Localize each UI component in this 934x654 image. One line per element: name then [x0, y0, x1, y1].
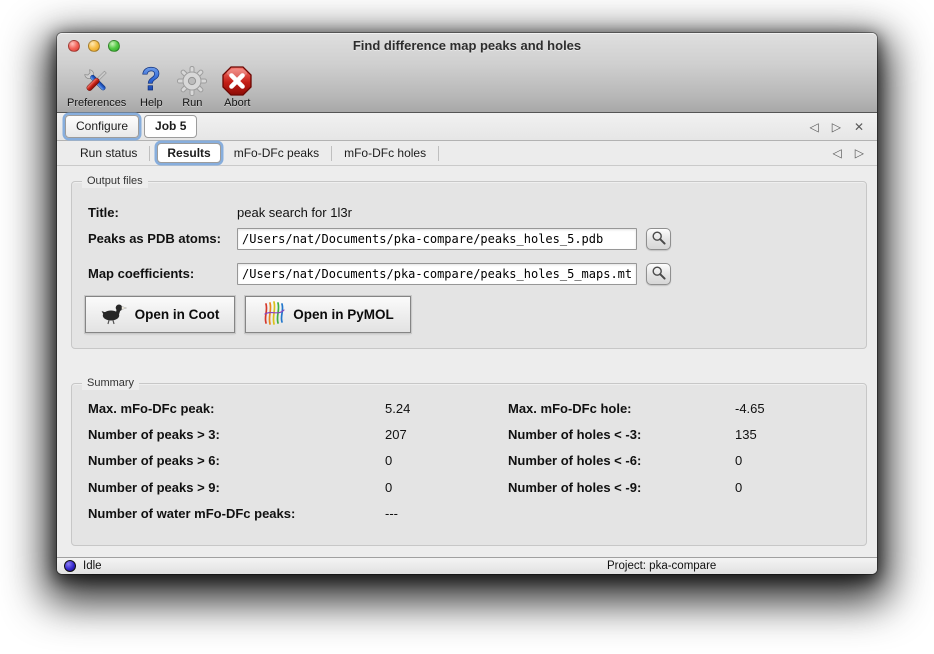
next-subtab-icon[interactable]: ▷ — [854, 146, 864, 160]
pymol-ribbon-icon — [262, 300, 286, 329]
project-text: Project: pka-compare — [607, 560, 717, 572]
status-text: Idle — [83, 560, 102, 572]
window-title: Find difference map peaks and holes — [352, 38, 582, 53]
peaks-gt6-label: Number of peaks > 6: — [88, 453, 220, 468]
sub-tab-bar: Run status Results mFo-DFc peaks mFo-DFc… — [57, 141, 877, 166]
toolbar: Preferences ? Help — [57, 58, 877, 112]
output-files-group-label: Output files — [82, 174, 148, 188]
peaks-pdb-label: Peaks as PDB atoms: — [88, 231, 221, 246]
peaks-gt6-value: 0 — [385, 453, 393, 468]
status-bar: Idle Project: pka-compare — [57, 557, 877, 574]
summary-row: Max. mFo-DFc peak: 5.24 Max. mFo-DFc hol… — [72, 401, 866, 418]
subtab-divider — [438, 145, 440, 161]
map-coefficients-row: Map coefficients: — [72, 263, 866, 285]
traffic-lights — [68, 40, 120, 52]
close-tab-icon[interactable]: ✕ — [853, 119, 864, 134]
app-window: Find difference map peaks and holes — [57, 33, 877, 574]
window-chrome: Find difference map peaks and holes — [57, 33, 877, 113]
max-hole-label: Max. mFo-DFc hole: — [508, 401, 632, 416]
open-in-coot-label: Open in Coot — [134, 307, 220, 322]
sub-tab-nav: ◁ ▷ — [833, 146, 877, 160]
open-in-pymol-button[interactable]: Open in PyMOL — [245, 296, 411, 333]
holes-lt6-value: 0 — [735, 453, 743, 468]
tools-icon — [80, 63, 113, 97]
peaks-gt9-value: 0 — [385, 480, 393, 495]
prev-tab-icon[interactable]: ◁ — [809, 119, 819, 134]
close-window-button[interactable] — [68, 40, 80, 52]
summary-row: Number of water mFo-DFc peaks: --- — [72, 506, 866, 523]
summary-row: Number of peaks > 9: 0 Number of holes <… — [72, 480, 866, 497]
help-label: Help — [140, 97, 163, 109]
browse-map-coefficients-button[interactable] — [646, 263, 671, 285]
water-peaks-label: Number of water mFo-DFc peaks: — [88, 506, 296, 521]
peaks-gt9-label: Number of peaks > 9: — [88, 480, 220, 495]
magnifier-icon — [651, 265, 667, 284]
title-value: peak search for 1l3r — [237, 205, 352, 220]
holes-lt6-label: Number of holes < -6: — [508, 453, 642, 468]
summary-row: Number of peaks > 3: 207 Number of holes… — [72, 427, 866, 444]
summary-row: Number of peaks > 6: 0 Number of holes <… — [72, 453, 866, 470]
main-tab-bar: Configure Job 5 ◁ ▷ ✕ — [57, 113, 877, 141]
svg-text:?: ? — [142, 63, 162, 97]
holes-lt3-value: 135 — [735, 427, 757, 442]
holes-lt3-label: Number of holes < -3: — [508, 427, 642, 442]
next-tab-icon[interactable]: ▷ — [831, 119, 841, 134]
tab-job-5[interactable]: Job 5 — [144, 115, 198, 138]
status-indicator-icon — [64, 560, 76, 572]
help-button[interactable]: ? Help — [139, 63, 163, 110]
subtab-mfo-dfc-peaks[interactable]: mFo-DFc peaks — [233, 146, 320, 160]
title-bar[interactable]: Find difference map peaks and holes — [57, 33, 877, 58]
output-files-group: Output files Title: peak search for 1l3r… — [71, 174, 867, 349]
magnifier-icon — [651, 230, 667, 249]
minimize-window-button[interactable] — [88, 40, 100, 52]
prev-subtab-icon[interactable]: ◁ — [832, 146, 842, 160]
peaks-gt3-label: Number of peaks > 3: — [88, 427, 220, 442]
help-icon: ? — [139, 63, 163, 97]
preferences-button[interactable]: Preferences — [67, 63, 126, 110]
max-peak-label: Max. mFo-DFc peak: — [88, 401, 215, 416]
abort-label: Abort — [224, 97, 251, 109]
subtab-run-status[interactable]: Run status — [80, 146, 138, 160]
holes-lt9-value: 0 — [735, 480, 743, 495]
run-button[interactable]: Run — [176, 63, 208, 110]
preferences-label: Preferences — [67, 97, 127, 109]
coot-bird-icon — [101, 302, 128, 328]
subtab-mfo-dfc-holes[interactable]: mFo-DFc holes — [344, 146, 427, 160]
peaks-pdb-row: Peaks as PDB atoms: — [72, 228, 866, 250]
map-coefficients-path-input[interactable] — [237, 263, 637, 285]
main-tab-nav: ◁ ▷ ✕ — [809, 120, 877, 134]
gear-icon — [176, 63, 208, 97]
browse-peaks-pdb-button[interactable] — [646, 228, 671, 250]
map-coefficients-label: Map coefficients: — [88, 266, 195, 281]
max-peak-value: 5.24 — [385, 401, 411, 416]
zoom-window-button[interactable] — [108, 40, 120, 52]
peaks-pdb-path-input[interactable] — [237, 228, 637, 250]
max-hole-value: -4.65 — [735, 401, 765, 416]
run-label: Run — [182, 97, 203, 109]
tab-configure[interactable]: Configure — [65, 115, 140, 138]
open-in-pymol-label: Open in PyMOL — [293, 307, 394, 322]
abort-icon — [221, 63, 253, 97]
subtab-results[interactable]: Results — [157, 143, 221, 163]
abort-button[interactable]: Abort — [221, 63, 253, 110]
title-label: Title: — [88, 205, 119, 220]
holes-lt9-label: Number of holes < -9: — [508, 480, 642, 495]
open-in-coot-button[interactable]: Open in Coot — [85, 296, 235, 333]
summary-group: Summary Max. mFo-DFc peak: 5.24 Max. mFo… — [71, 376, 867, 546]
summary-group-label: Summary — [82, 376, 140, 390]
peaks-gt3-value: 207 — [385, 427, 407, 442]
water-peaks-value: --- — [385, 506, 398, 521]
results-panel: Output files Title: peak search for 1l3r… — [57, 166, 877, 557]
subtab-divider — [331, 145, 333, 161]
subtab-divider — [149, 145, 151, 161]
